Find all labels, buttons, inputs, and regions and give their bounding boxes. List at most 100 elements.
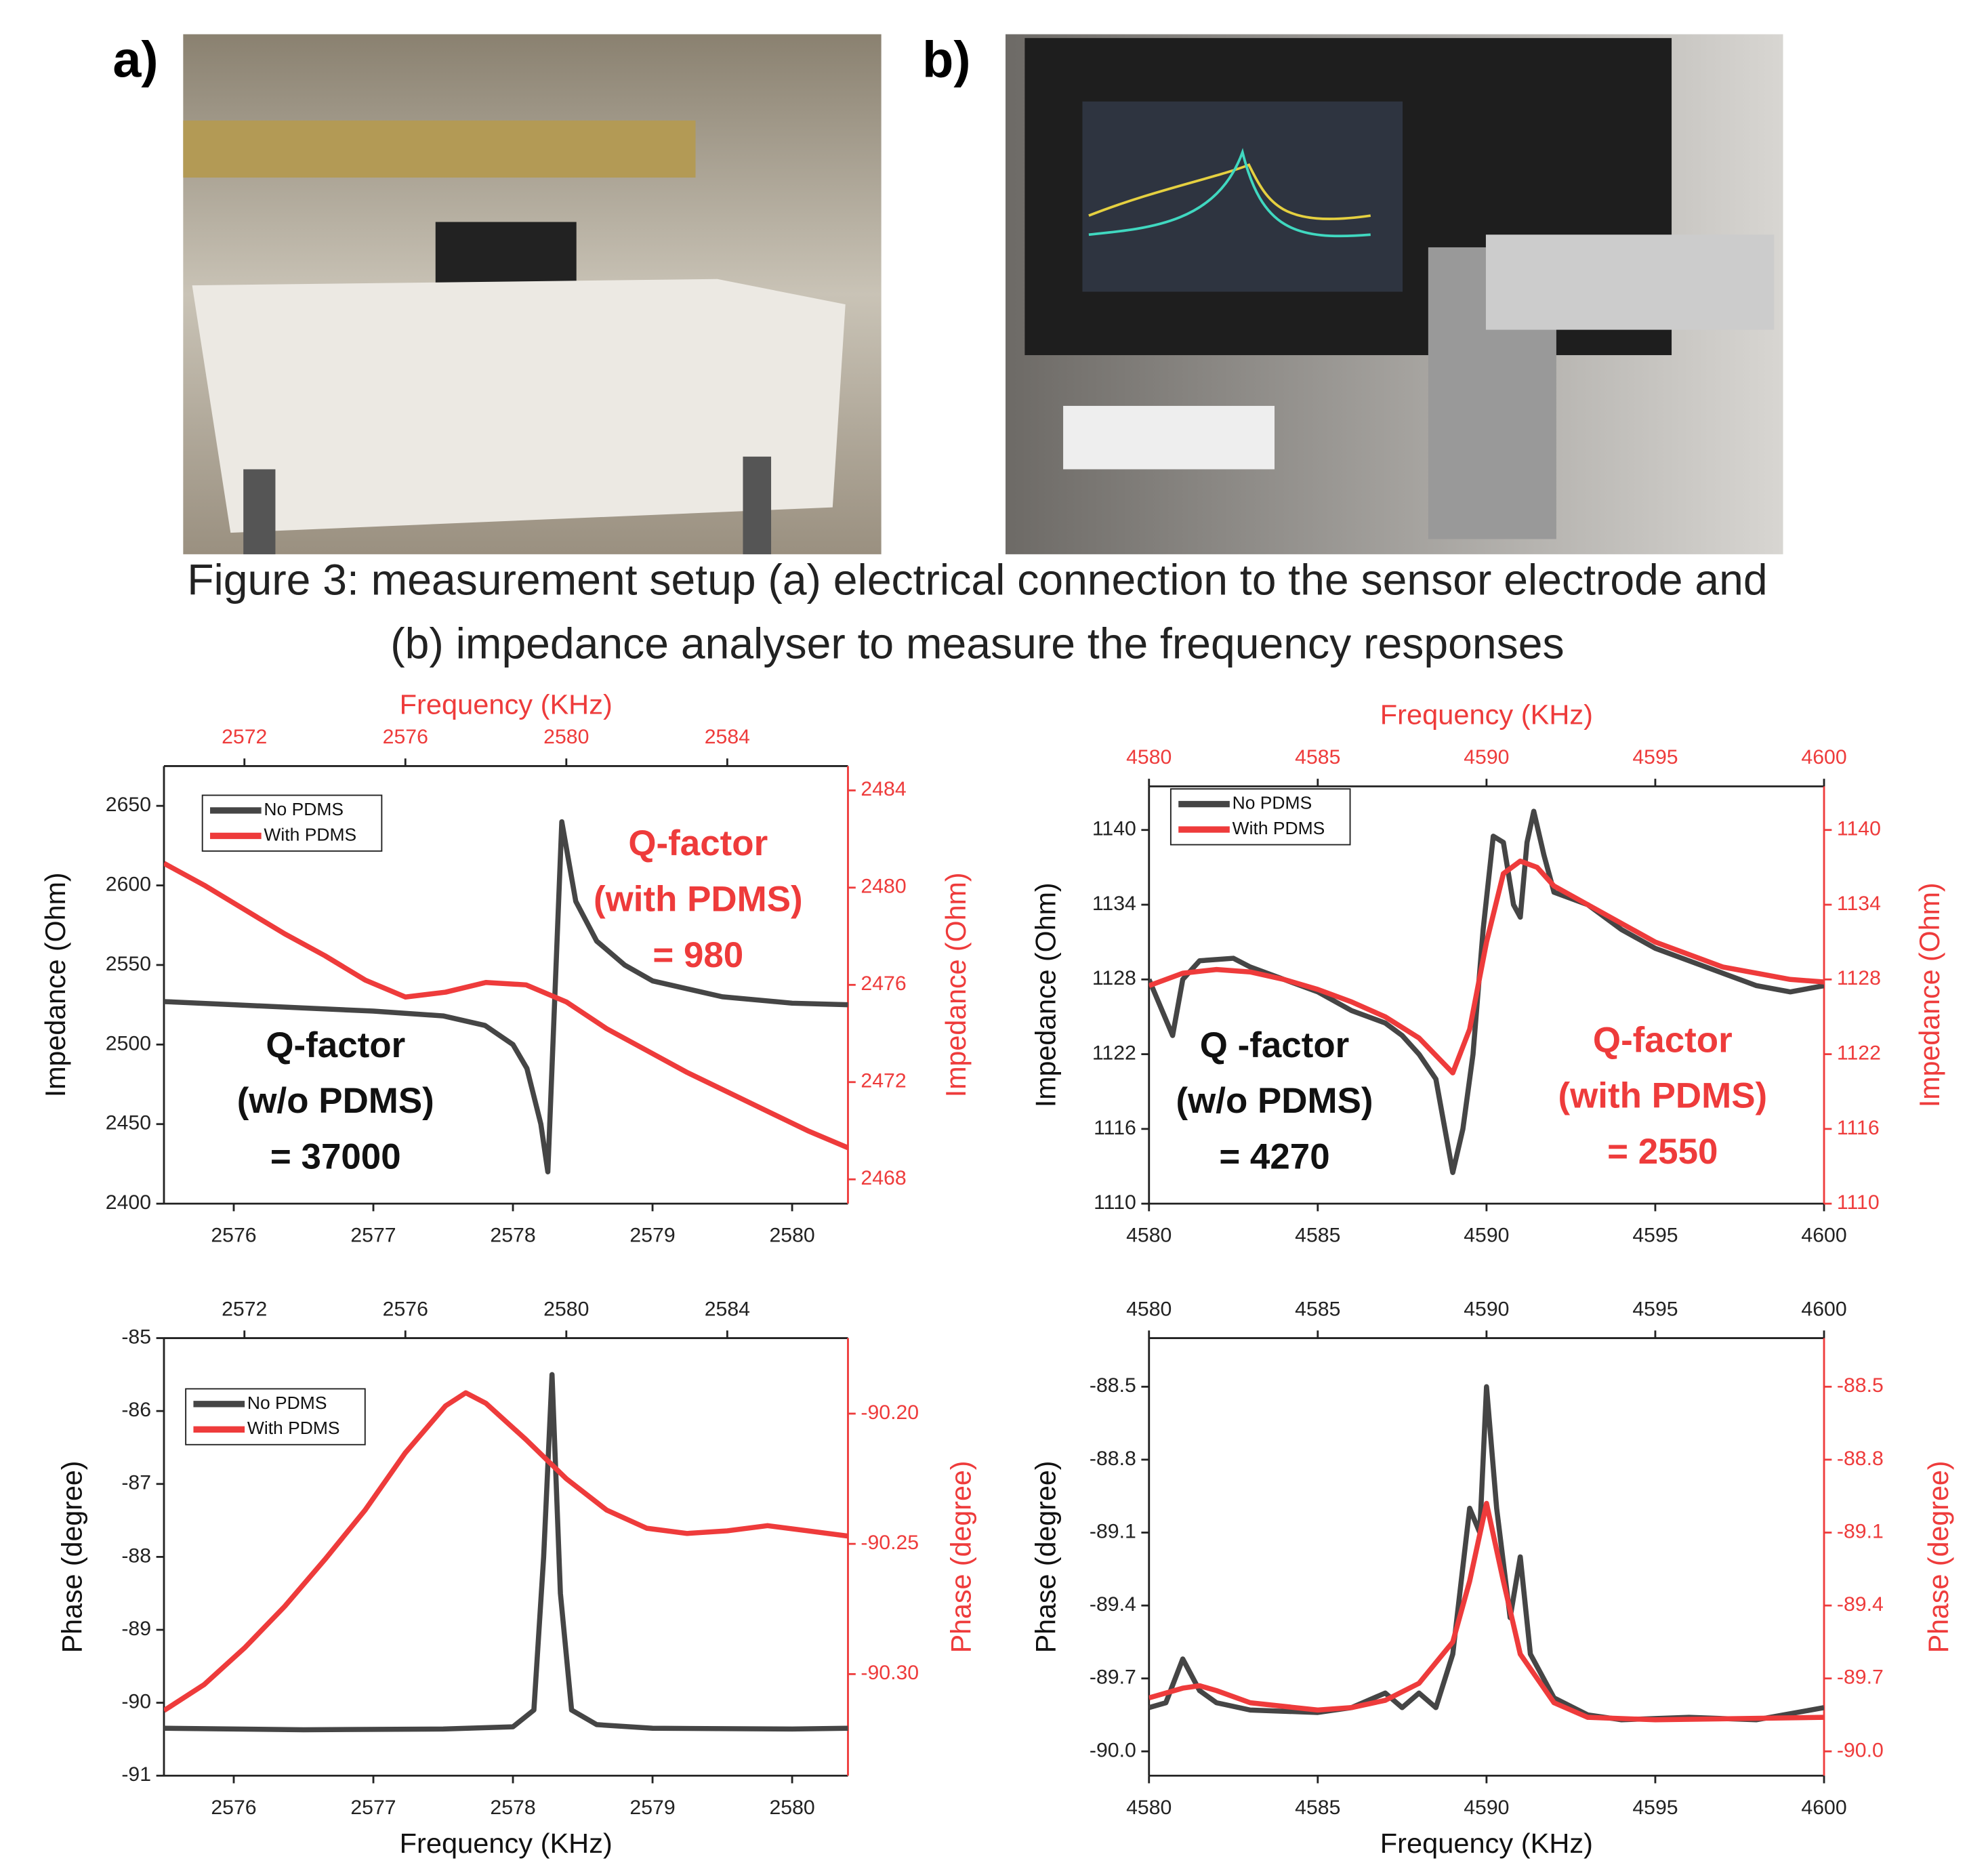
x2-tick-label: 4580 [1126,1298,1172,1320]
y2-tick-label: 2484 [861,778,906,800]
y-tick-label: 2450 [106,1112,151,1134]
y2-tick-label: 1116 [1837,1117,1880,1139]
legend-box [185,1388,366,1445]
y2-tick-label: -90.30 [861,1662,919,1684]
y2-axis-title: Phase (degree) [945,1461,976,1654]
panel-label: b) [922,31,970,88]
x2-tick-label: 2572 [222,726,267,748]
photo-a [183,34,882,554]
x-tick-label: 2580 [769,1225,814,1247]
legend-label: No PDMS [264,799,344,819]
x-tick-label: 2577 [350,1797,396,1819]
x-tick-label: 2576 [211,1797,256,1819]
legend-label: With PDMS [247,1418,340,1438]
x2-tick-label: 4595 [1632,1298,1678,1320]
x-tick-label: 4590 [1464,1225,1509,1247]
y2-axis-title: Impedance (Ohm) [1914,882,1945,1107]
x2-tick-label: 4595 [1632,746,1678,768]
y2-tick-label: -90.20 [861,1401,919,1424]
x2-tick-label: 4585 [1295,1298,1340,1320]
y2-tick-label: -89.4 [1837,1593,1884,1616]
x-tick-label: 4595 [1632,1225,1678,1247]
legend-box [1169,788,1351,846]
y-tick-label: -85 [121,1326,151,1349]
x-axis-title: Frequency (KHz) [1380,1828,1593,1859]
x2-tick-label: 2580 [543,1298,589,1320]
series-line [1148,1500,1825,1723]
y2-tick-label: 1140 [1837,818,1881,840]
y-tick-label: 2650 [106,794,151,816]
legend-box [201,794,383,852]
y-tick-label: 1128 [1092,967,1136,989]
x-tick-label: 4585 [1295,1797,1340,1819]
y-tick-label: -87 [121,1472,151,1494]
legend-label: With PDMS [264,824,356,844]
x-axis-title: Frequency (KHz) [400,1828,613,1859]
y-tick-label: 2500 [106,1032,151,1054]
series-line [163,1372,848,1733]
y-tick-label: 1116 [1094,1117,1136,1139]
x-tick-label: 2577 [350,1225,396,1247]
series-line [1148,808,1825,1175]
y-tick-label: -90.0 [1090,1739,1136,1761]
y-axis-title: Impedance (Ohm) [40,872,71,1097]
x2-tick-label: 4600 [1801,1298,1846,1320]
annotation: = 980 [653,935,743,975]
annotation: Q-factor [1593,1021,1733,1061]
caption: (b) impedance analyser to measure the fr… [390,619,1564,668]
x-tick-label: 2579 [629,1797,675,1819]
legend-label: With PDMS [1233,818,1325,838]
x2-tick-label: 4590 [1464,1298,1509,1320]
y-tick-label: -88 [121,1544,151,1567]
x2-tick-label: 4580 [1126,746,1172,768]
x2-tick-label: 4585 [1295,746,1340,768]
legend-label: No PDMS [247,1393,327,1413]
annotation: Q-factor [266,1025,405,1065]
x-tick-label: 4585 [1295,1225,1340,1247]
x2-axis-title: Frequency (KHz) [400,689,613,720]
series-line [163,1390,848,1713]
annotation: (w/o PDMS) [1176,1081,1373,1121]
y-tick-label: 1134 [1092,893,1136,915]
y2-tick-label: 2476 [861,972,906,995]
y2-tick-label: -89.7 [1837,1666,1884,1689]
x2-axis-title: Frequency (KHz) [1380,699,1593,731]
x2-tick-label: 2576 [383,1298,428,1320]
annotation: (with PDMS) [594,880,803,920]
y-axis-title: Impedance (Ohm) [1030,882,1061,1107]
y2-tick-label: 1122 [1837,1042,1881,1065]
y-axis-title: Phase (degree) [56,1461,87,1654]
annotation: Q -factor [1200,1025,1350,1065]
y-tick-label: 1122 [1092,1042,1136,1065]
photo-b [1006,34,1783,554]
y-tick-label: -88.5 [1090,1374,1136,1397]
y-tick-label: 2600 [106,874,151,896]
y-tick-label: -89.1 [1090,1521,1136,1543]
y2-tick-label: 2472 [861,1070,906,1092]
x-tick-label: 4595 [1632,1797,1678,1819]
caption: Figure 3: measurement setup (a) electric… [187,556,1767,604]
series-line [1148,1384,1825,1723]
x-tick-label: 4600 [1801,1797,1846,1819]
y-tick-label: -88.8 [1090,1448,1136,1470]
y2-tick-label: -88.5 [1837,1374,1884,1397]
x-tick-label: 4580 [1126,1797,1172,1819]
x2-tick-label: 2576 [383,726,428,748]
x-tick-label: 2578 [490,1797,535,1819]
x-tick-label: 4590 [1464,1797,1509,1819]
y-tick-label: -89.4 [1090,1593,1136,1616]
y-tick-label: -86 [121,1399,151,1421]
y2-tick-label: 1110 [1837,1191,1880,1214]
y2-tick-label: 2468 [861,1167,906,1189]
x2-tick-label: 4600 [1801,746,1846,768]
annotation: = 4270 [1219,1137,1329,1177]
y2-tick-label: 2480 [861,876,906,898]
y-tick-label: 1110 [1094,1191,1136,1214]
series-line [163,819,848,1174]
annotation: (w/o PDMS) [237,1081,434,1121]
x-tick-label: 2579 [629,1225,675,1247]
x2-tick-label: 2584 [705,726,750,748]
y2-tick-label: 1134 [1837,893,1881,915]
y-tick-label: 1140 [1092,818,1136,840]
